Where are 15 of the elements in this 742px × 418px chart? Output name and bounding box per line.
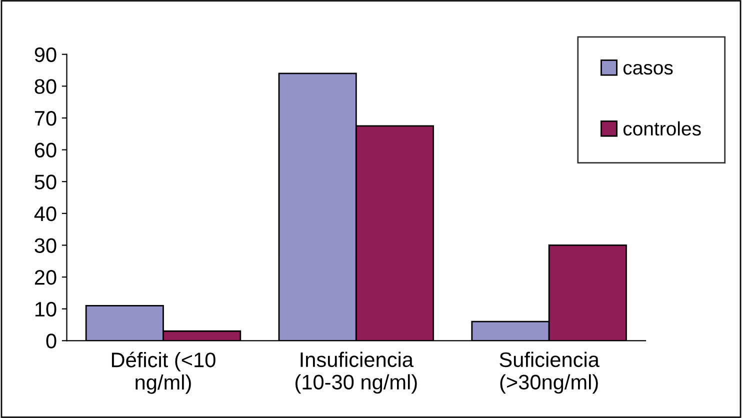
y-tick-label: 70	[34, 110, 56, 126]
y-tick-label: 40	[34, 206, 56, 222]
y-tick-label: 30	[34, 238, 56, 253]
y-tick-label: 50	[34, 174, 56, 190]
y-tick-label: 20	[34, 270, 56, 285]
y-tick-label: 0	[46, 334, 56, 348]
x-tick-label: Suficiencia (>30ng/ml)	[500, 352, 600, 394]
legend-label: casos	[623, 64, 673, 75]
x-tick-label: Insuficiencia (10-30 ng/ml)	[296, 352, 417, 394]
y-tick-label: 80	[34, 79, 56, 94]
y-tick-label: 10	[35, 302, 56, 317]
legend-label: controles	[623, 121, 701, 136]
y-tick-label: 60	[34, 142, 56, 158]
x-tick-label: Déficit (<10 ng/ml)	[112, 352, 216, 394]
y-tick-label: 90	[34, 47, 56, 62]
